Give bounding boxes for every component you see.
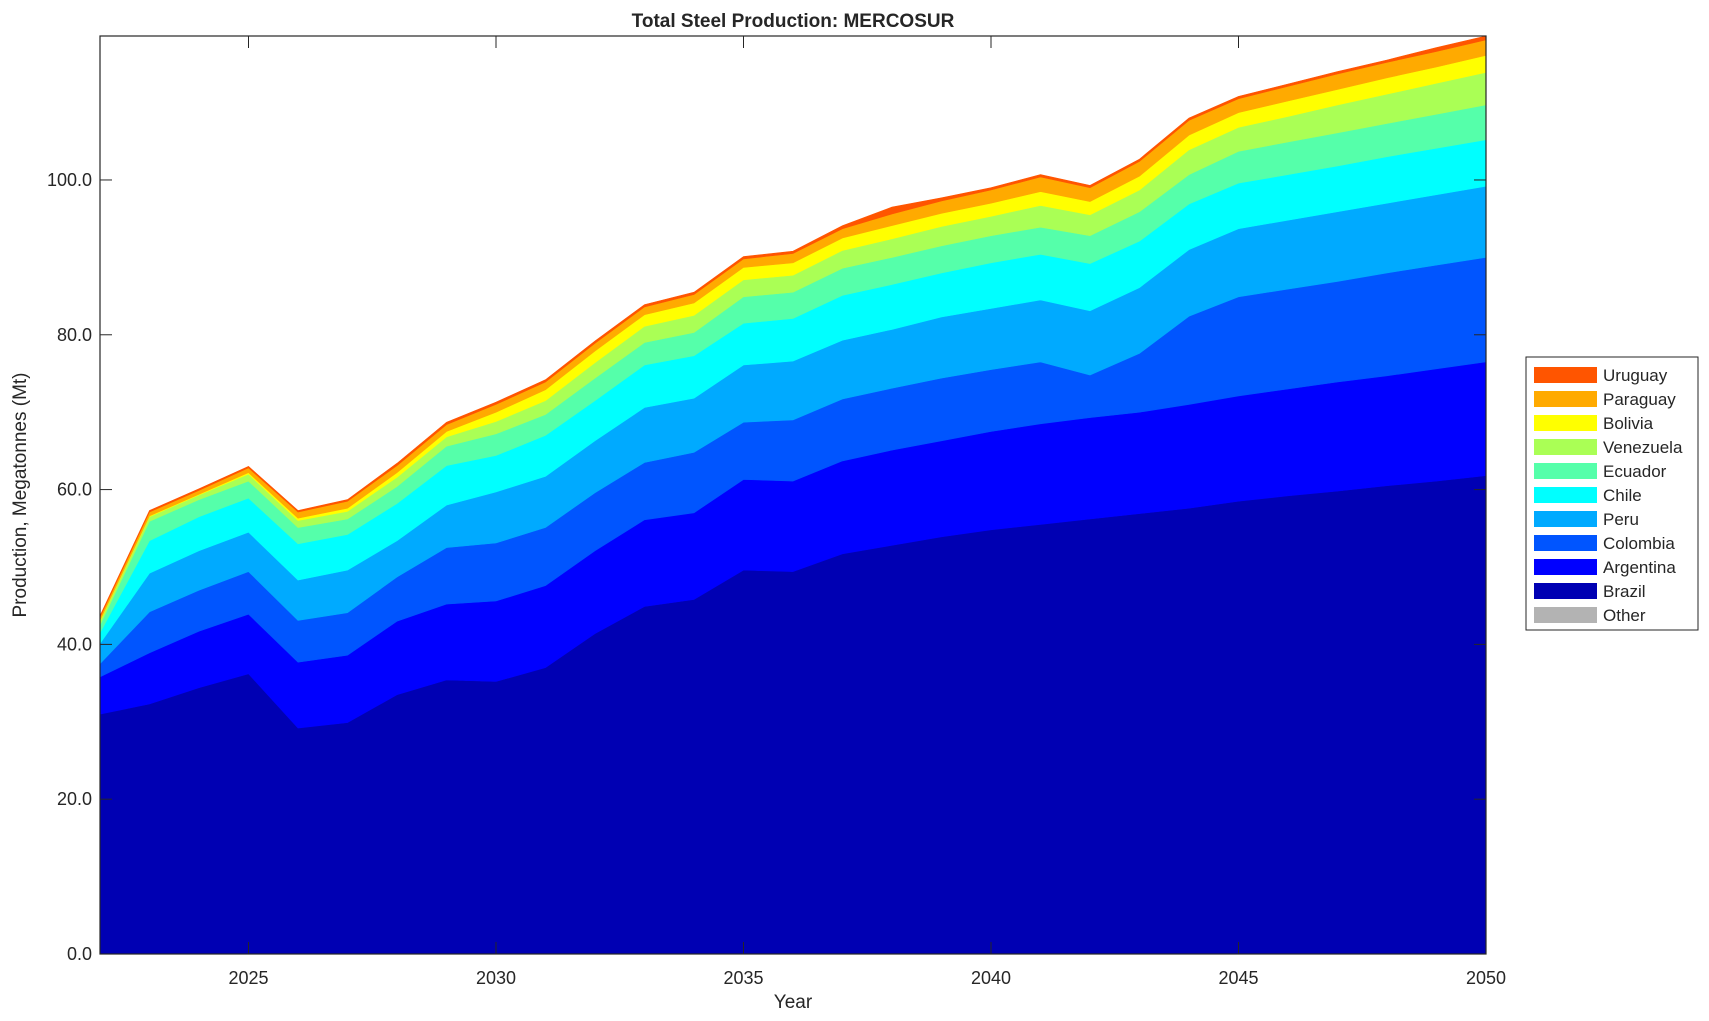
legend-swatch-ecuador [1534, 463, 1597, 479]
legend-label-peru: Peru [1603, 510, 1639, 529]
legend-label-colombia: Colombia [1603, 534, 1675, 553]
legend: Uruguay Paraguay Bolivia Venezuela Ecuador Ch… [1525, 356, 1699, 631]
legend-swatch-brazil [1534, 583, 1597, 599]
legend-label-ecuador: Ecuador [1603, 462, 1667, 481]
legend-swatch-peru [1534, 511, 1597, 527]
y-tick-label: 20.0 [57, 789, 92, 809]
legend-label-uruguay: Uruguay [1603, 366, 1668, 385]
legend-swatch-bolivia [1534, 415, 1597, 431]
axis-ticks: 2025 2030 2035 2040 2045 2050 0.0 20.0 40.0 60.0 8… [47, 36, 1506, 988]
legend-swatch-other [1534, 607, 1597, 623]
x-tick-label: 2040 [971, 968, 1011, 988]
chart-title: Total Steel Production: MERCOSUR [632, 11, 955, 32]
legend-label-paraguay: Paraguay [1603, 390, 1676, 409]
legend-swatch-argentina [1534, 559, 1597, 575]
x-axis-label: Year [774, 992, 813, 1013]
x-tick-label: 2045 [1218, 968, 1258, 988]
area-layers [99, 35, 1487, 955]
legend-swatch-colombia [1534, 535, 1597, 551]
legend-swatch-uruguay [1534, 367, 1597, 383]
legend-label-venezuela: Venezuela [1603, 438, 1683, 457]
y-tick-label: 40.0 [57, 634, 92, 654]
y-tick-label: 60.0 [57, 480, 92, 500]
y-tick-label: 0.0 [67, 944, 92, 964]
y-axis-label: Production, Megatonnes (Mt) [10, 372, 31, 617]
legend-label-bolivia: Bolivia [1603, 414, 1654, 433]
x-tick-label: 2035 [723, 968, 763, 988]
legend-label-chile: Chile [1603, 486, 1642, 505]
axes-box [99, 35, 1487, 955]
y-tick-label: 100.0 [47, 170, 92, 190]
legend-label-argentina: Argentina [1603, 558, 1676, 577]
legend-swatch-chile [1534, 487, 1597, 503]
x-tick-label: 2050 [1466, 968, 1506, 988]
x-tick-label: 2030 [476, 968, 516, 988]
y-tick-label: 80.0 [57, 325, 92, 345]
legend-swatch-paraguay [1534, 391, 1597, 407]
legend-swatch-venezuela [1534, 439, 1597, 455]
legend-label-brazil: Brazil [1603, 582, 1646, 601]
x-tick-label: 2025 [228, 968, 268, 988]
legend-label-other: Other [1603, 606, 1646, 625]
